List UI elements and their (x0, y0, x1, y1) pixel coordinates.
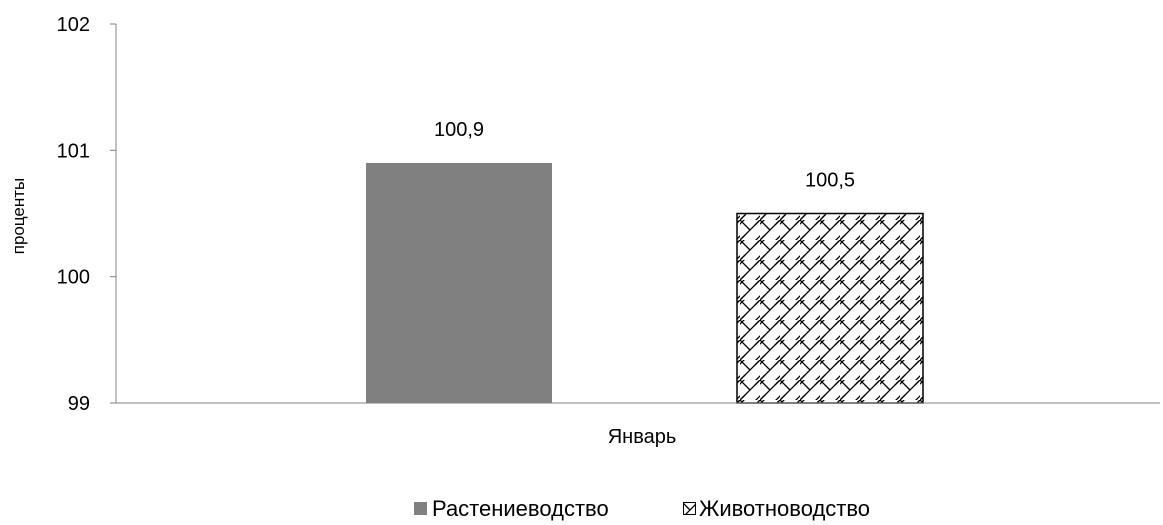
legend-swatch-animal (683, 502, 696, 515)
data-label-plant: 100,9 (434, 119, 484, 141)
legend-label-animal: Животноводство (699, 496, 870, 521)
bar-plant (366, 162, 552, 403)
y-tick-label: 100 (57, 267, 90, 289)
y-axis: 99 100 101 102 (57, 14, 116, 415)
legend: Растениеводство Животноводство (414, 496, 870, 521)
bar-animal (736, 212, 924, 404)
y-tick-label: 101 (57, 140, 90, 162)
data-label-animal: 100,5 (805, 170, 855, 192)
y-tick-label: 99 (68, 393, 90, 415)
y-tick-label: 102 (57, 14, 90, 36)
x-tick-label: Январь (608, 426, 677, 448)
y-axis-label: проценты (9, 178, 28, 255)
legend-label-plant: Растениеводство (432, 496, 609, 521)
x-axis: Январь (115, 24, 1160, 448)
y-axis-title: проценты (9, 178, 28, 255)
plot-area: 100,9 100,5 (366, 119, 924, 404)
legend-swatch-plant (414, 502, 427, 515)
